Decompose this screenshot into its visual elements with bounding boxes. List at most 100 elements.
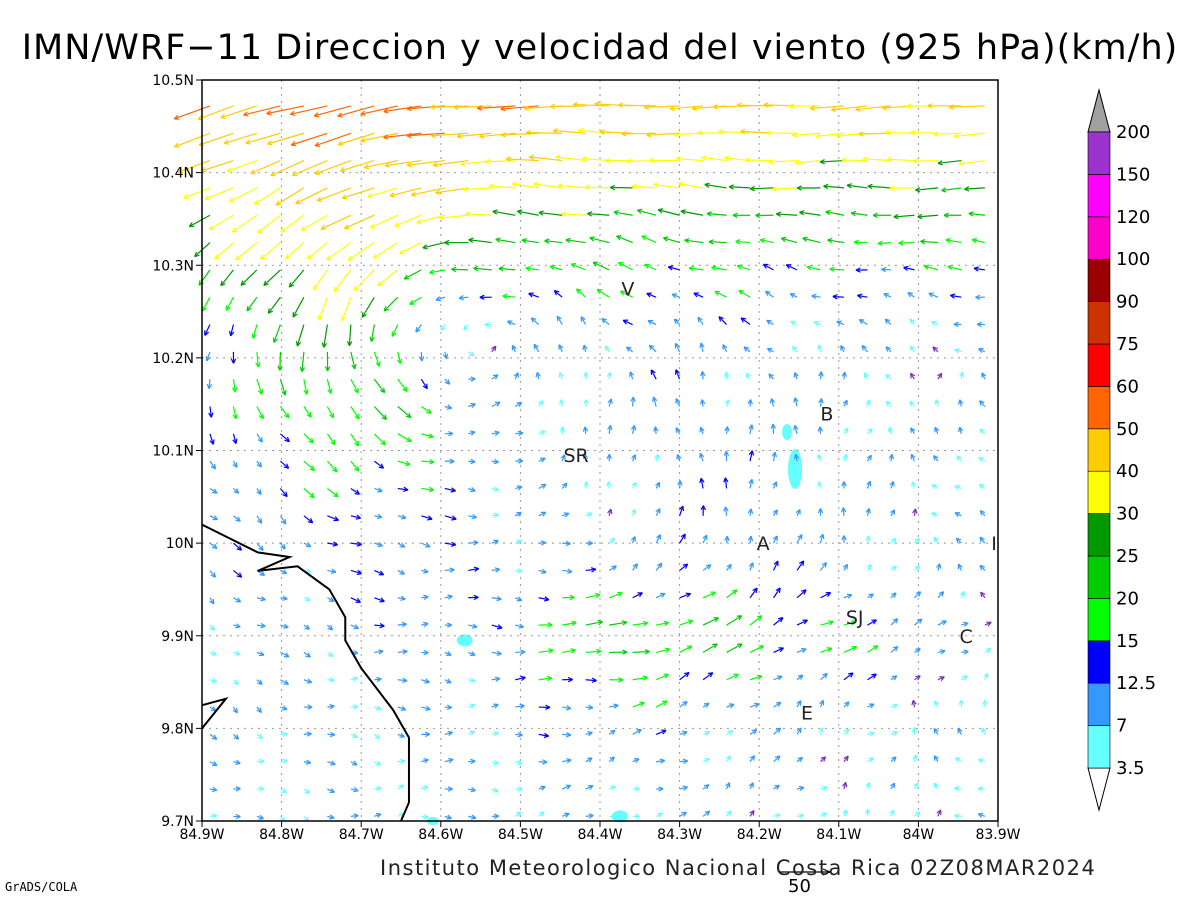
wind-vector	[749, 702, 760, 708]
wind-vector	[768, 373, 774, 380]
colorbar-low-arrow	[1087, 767, 1111, 812]
wind-vector	[890, 592, 897, 599]
wind-vector	[327, 731, 336, 738]
wind-vector	[350, 813, 359, 819]
wind-vector	[209, 706, 217, 712]
wind-vector	[606, 453, 612, 462]
wind-vector	[823, 183, 845, 190]
wind-vector	[708, 239, 727, 245]
place-label: SJ	[846, 607, 864, 629]
wind-vector	[350, 378, 359, 394]
wind-vector	[284, 242, 305, 260]
wind-vector	[914, 618, 923, 626]
wind-vector	[655, 700, 668, 708]
wind-vector	[279, 379, 287, 396]
wind-vector	[515, 760, 523, 766]
wind-vector	[977, 786, 985, 792]
wind-vector	[933, 782, 939, 790]
wind-vector	[204, 324, 211, 336]
wind-vector	[773, 587, 781, 599]
wind-vector	[700, 505, 706, 516]
wind-vector	[291, 160, 328, 177]
wind-vector	[699, 477, 705, 489]
wind-vector	[890, 675, 898, 681]
wind-vector	[565, 237, 586, 244]
wind-vector	[647, 319, 657, 326]
wind-vector	[514, 401, 523, 408]
wind-vector	[559, 426, 566, 434]
wind-vector	[795, 509, 801, 517]
wind-vector	[958, 159, 985, 167]
wind-vector	[979, 509, 986, 517]
wind-vector	[655, 562, 663, 571]
wind-vector	[937, 620, 947, 626]
wind-vector	[958, 699, 965, 708]
wind-vector	[491, 731, 499, 737]
wind-vector	[337, 132, 375, 146]
wind-vector	[608, 565, 617, 571]
wind-vector	[444, 678, 452, 684]
wind-vector	[840, 507, 847, 516]
wind-vector	[350, 541, 362, 547]
wind-vector	[937, 591, 945, 599]
wind-vector	[556, 315, 563, 325]
wind-vector	[650, 369, 657, 380]
wind-vector	[515, 458, 524, 464]
wind-vector	[538, 483, 547, 489]
wind-vector	[679, 811, 687, 817]
wind-vector	[914, 675, 921, 681]
wind-vector	[444, 239, 469, 246]
colorbar-segment	[1087, 470, 1111, 514]
wind-vector	[530, 317, 540, 325]
wind-vector	[491, 650, 502, 656]
wind-vector	[585, 784, 594, 790]
wind-vector	[604, 345, 610, 353]
wind-vector	[394, 214, 422, 228]
wind-vector	[772, 535, 778, 544]
wind-vector	[699, 342, 705, 352]
wind-vector	[655, 673, 669, 681]
place-label: B	[820, 403, 833, 425]
wind-vector	[827, 237, 845, 244]
wind-vector	[256, 786, 265, 792]
wind-vector	[327, 814, 335, 820]
wind-vector	[280, 758, 288, 764]
wind-vector	[350, 487, 360, 495]
wind-vector	[245, 132, 281, 145]
wind-vector	[491, 486, 499, 492]
wind-vector	[467, 351, 475, 357]
wind-vector	[609, 677, 624, 683]
wind-vector	[910, 129, 938, 136]
wind-vector	[209, 786, 218, 793]
wind-vector	[702, 702, 710, 708]
wind-vector	[885, 346, 892, 353]
wind-vector	[858, 319, 868, 326]
wind-vector	[888, 453, 895, 462]
wind-vector	[855, 267, 868, 273]
wind-vector	[327, 703, 335, 710]
wind-vector	[842, 809, 848, 817]
wind-vector	[702, 564, 712, 571]
wind-vector	[968, 211, 985, 217]
wind-vector	[233, 679, 239, 686]
wind-vector	[491, 759, 499, 766]
wind-vector	[326, 379, 333, 394]
wind-vector	[585, 512, 593, 518]
wind-vector	[444, 814, 452, 820]
wind-vector	[723, 477, 729, 489]
wind-vector	[377, 269, 399, 287]
wind-vector	[289, 105, 328, 117]
wind-vector	[373, 351, 381, 367]
wind-vector	[350, 624, 360, 630]
wind-vector	[817, 454, 823, 462]
map-title: IMN/WRF−11 Direccion y velocidad del vie…	[21, 28, 1179, 68]
wind-vector	[652, 396, 658, 407]
wind-vector	[811, 293, 821, 300]
wind-vector	[188, 214, 211, 228]
wind-vector	[762, 263, 774, 271]
wind-vector	[872, 212, 891, 218]
wind-vector	[444, 487, 456, 493]
wind-vector	[679, 758, 688, 764]
wind-vector	[890, 730, 898, 736]
wind-vector	[491, 374, 499, 380]
